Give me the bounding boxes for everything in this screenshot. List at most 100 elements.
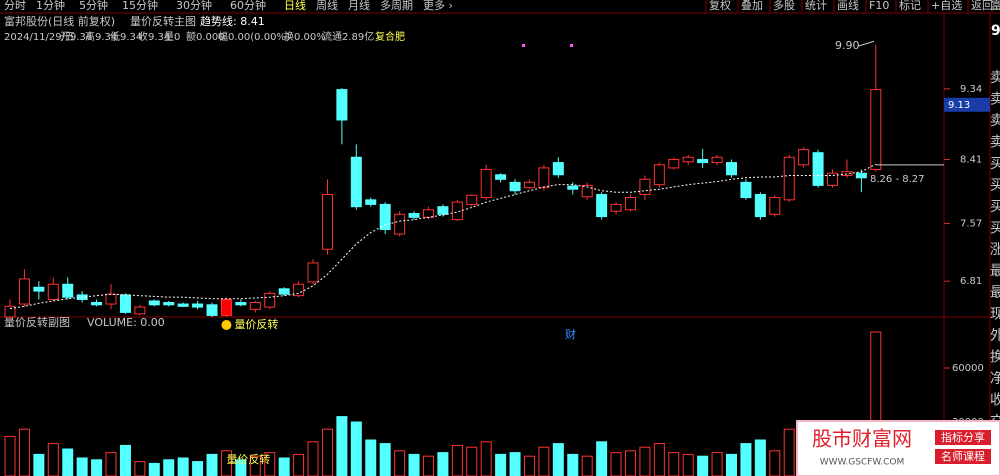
- info-item: 量0: [164, 31, 180, 43]
- candle-body: [47, 283, 59, 300]
- period-tab[interactable]: 月线: [348, 0, 370, 12]
- event-dot: [570, 44, 573, 47]
- trend-value: 趋势线: 8.41: [200, 14, 265, 28]
- volume-bar: [177, 457, 189, 476]
- watermark-url: WWW.GSCFW.COM: [820, 458, 905, 468]
- current-price: 9.13: [948, 100, 970, 111]
- volume-bar: [91, 459, 103, 476]
- candle-body: [697, 159, 709, 164]
- volume-bar: [76, 457, 88, 476]
- volume-bar: [437, 452, 449, 476]
- volume-bar: [422, 455, 434, 476]
- candle-body: [350, 156, 362, 208]
- info-item: 流通2.89亿: [322, 30, 374, 43]
- candle-body: [91, 302, 103, 306]
- candle-body: [422, 209, 434, 218]
- volume-bar: [192, 461, 204, 476]
- info-item: 开9.34: [60, 32, 92, 43]
- side-row: 卖: [990, 70, 1000, 86]
- side-row: 最: [990, 285, 1000, 301]
- period-tab[interactable]: 60分钟: [230, 0, 266, 12]
- candle-body: [624, 197, 636, 211]
- volume-bar: [596, 441, 608, 476]
- watermark-button-label[interactable]: 指标分享: [941, 430, 985, 444]
- event-dot: [522, 44, 525, 47]
- volume-bar: [466, 446, 478, 476]
- volume-bar: [870, 331, 882, 476]
- watermark-button[interactable]: [935, 449, 991, 464]
- candle-body: [466, 194, 478, 205]
- y-tick-label: 7.57: [960, 218, 982, 229]
- side-row: 买: [990, 221, 1000, 237]
- period-tab[interactable]: 多周期: [380, 0, 413, 12]
- tool-button[interactable]: F10: [869, 0, 889, 12]
- volume-bar: [293, 453, 305, 476]
- candle-body: [192, 303, 204, 308]
- volume-bar: [610, 452, 622, 476]
- info-item: 2024/11/29/五: [4, 32, 75, 43]
- current-price-box: [944, 97, 990, 112]
- volume-bar: [33, 453, 45, 476]
- range-label: 8.26 - 8.27: [870, 174, 925, 185]
- tool-button[interactable]: 多股: [773, 0, 795, 12]
- info-item: 额0.000: [186, 30, 225, 43]
- watermark-button-label[interactable]: 名师课程: [941, 449, 985, 463]
- tool-button[interactable]: 复权: [709, 0, 731, 12]
- signal-label: 量价反转: [226, 452, 270, 466]
- indicator-name[interactable]: 量价反转主图: [130, 14, 196, 28]
- candle-body: [855, 172, 867, 179]
- candle-body: [783, 156, 795, 201]
- info-item: 高9.34: [85, 30, 117, 43]
- candle-body: [249, 302, 261, 310]
- volume-bar: [134, 461, 146, 476]
- volume-bar: [668, 452, 680, 476]
- candle-body: [365, 199, 377, 205]
- side-row: 买: [990, 178, 1000, 194]
- candle-body: [740, 181, 752, 199]
- candle-body: [206, 304, 218, 316]
- stock-title: 富邦股份(日线 前复权): [4, 14, 115, 28]
- volume-bar: [163, 459, 175, 476]
- candle-body: [105, 293, 117, 305]
- candle-body: [336, 89, 348, 121]
- volume-bar: [740, 443, 752, 476]
- period-tab[interactable]: 周线: [316, 0, 338, 12]
- period-tab[interactable]: 分时: [4, 0, 26, 12]
- tool-button[interactable]: 画线: [837, 0, 859, 12]
- period-tab[interactable]: 更多 ›: [423, 0, 453, 12]
- volume-bar: [336, 416, 348, 476]
- period-tab[interactable]: 15分钟: [122, 0, 158, 12]
- candle-body: [726, 162, 737, 176]
- tool-button[interactable]: +自选: [931, 0, 962, 12]
- candle-body: [596, 194, 608, 218]
- candle-body: [119, 294, 131, 313]
- candle-body: [437, 206, 449, 215]
- volume-bar: [783, 428, 795, 476]
- max-pointer: [857, 40, 875, 47]
- volume-bar: [278, 457, 290, 476]
- volume-bar: [480, 441, 492, 476]
- period-tab[interactable]: 5分钟: [79, 0, 108, 12]
- tool-button[interactable]: 统计: [805, 0, 827, 12]
- tool-button[interactable]: 标记: [899, 0, 921, 12]
- period-tab[interactable]: 日线: [284, 0, 306, 12]
- watermark-site: 股市财富网: [812, 427, 912, 451]
- period-tab[interactable]: 1分钟: [36, 0, 65, 12]
- candle-body: [480, 168, 492, 199]
- tool-button[interactable]: 返回: [971, 0, 993, 12]
- max-label: 9.90: [835, 39, 860, 52]
- side-head: 富: [991, 0, 1000, 12]
- candle-body: [538, 167, 550, 189]
- candle-body: [278, 288, 290, 295]
- candle-body: [653, 164, 665, 186]
- watermark-button[interactable]: [935, 430, 991, 445]
- side-row: 净: [990, 371, 1000, 387]
- period-tab[interactable]: 30分钟: [176, 0, 212, 12]
- side-row: 外: [990, 328, 1000, 344]
- candle-body: [177, 303, 189, 307]
- tool-button[interactable]: 叠加: [741, 0, 763, 12]
- volume-bar: [408, 453, 420, 476]
- volume-bar: [365, 439, 377, 476]
- volume-bar: [769, 450, 781, 476]
- candle-body: [307, 262, 319, 283]
